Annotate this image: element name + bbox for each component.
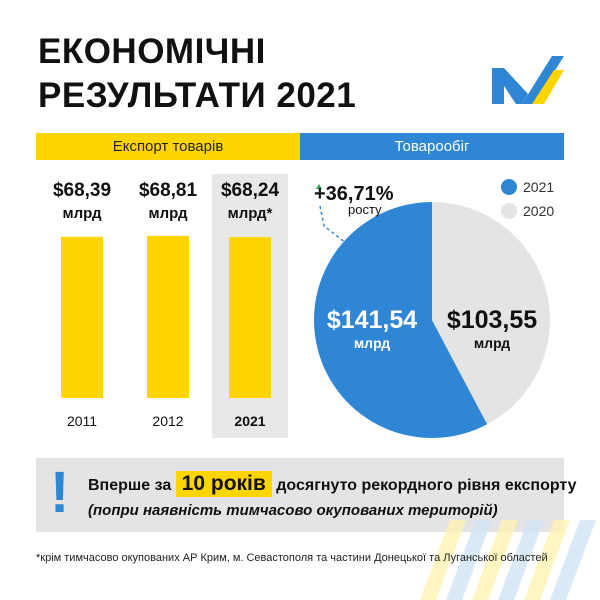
m-logo-icon — [492, 56, 564, 104]
bar-2011 — [61, 236, 103, 398]
pie-slice-2021 — [314, 202, 488, 438]
footnote: *крім тимчасово окупованих АР Крим, м. С… — [36, 552, 548, 564]
bar-value-label-2012: $68,81 — [139, 180, 198, 201]
bar-unit-label-2012: млрд — [149, 205, 188, 222]
growth-label: росту — [348, 202, 382, 217]
export-header: Експорт товарів — [36, 133, 300, 160]
legend-marker-2021 — [501, 179, 517, 195]
title-line-2: РЕЗУЛЬТАТИ 2021 — [38, 76, 357, 115]
export-bar-chart: $68,39 млрд 2011 $68,81 млрд 2012 $68,24 млрд* 2… — [53, 174, 288, 438]
exclamation-icon: ! — [50, 460, 70, 525]
pie-unit-label-2020: млрд — [474, 335, 510, 351]
legend-marker-2020 — [501, 203, 517, 219]
banner-text-before: Вперше за — [88, 477, 172, 494]
turnover-pie-chart: $141,54млрд$103,55млрд+36,71%росту202120… — [314, 179, 554, 438]
x-tick-2011: 2011 — [67, 413, 97, 429]
legend-label-2020: 2020 — [523, 203, 554, 219]
x-tick-2012: 2012 — [152, 413, 183, 429]
bar-unit-label-2011: млрд — [63, 205, 102, 222]
banner-subtext: (попри наявність тимчасово окупованих те… — [88, 502, 498, 519]
page-title: ЕКОНОМІЧНІ РЕЗУЛЬТАТИ 2021 — [38, 30, 458, 118]
turnover-header: Товарообіг — [300, 133, 564, 160]
pie-unit-label-2021: млрд — [354, 335, 390, 351]
growth-arrow-icon — [316, 184, 322, 189]
bar-2021 — [229, 237, 271, 398]
banner-highlight: 10 років — [175, 471, 272, 497]
banner-line: Вперше за 10 років досягнуто рекордного … — [88, 470, 577, 500]
pie-value-label-2021: $141,54 — [327, 306, 417, 334]
pie-slice-2020 — [432, 202, 550, 425]
growth-value: +36,71% — [314, 183, 394, 205]
pie-value-label-2020: $103,55 — [447, 306, 537, 334]
bar-value-label-2011: $68,39 — [53, 180, 111, 201]
bar-unit-label-2021: млрд* — [228, 205, 273, 222]
banner-text-after: досягнуто рекордного рівня експорту — [276, 477, 577, 494]
record-banner: ! Вперше за 10 років досягнуто рекордног… — [36, 458, 577, 532]
x-tick-2021: 2021 — [234, 413, 265, 429]
bar-2012 — [147, 235, 189, 398]
growth-leader-line — [319, 205, 351, 247]
decorative-stripes — [420, 520, 596, 600]
title-line-1: ЕКОНОМІЧНІ — [38, 32, 266, 71]
bar-value-label-2021: $68,24 — [221, 180, 280, 201]
legend-label-2021: 2021 — [523, 179, 554, 195]
